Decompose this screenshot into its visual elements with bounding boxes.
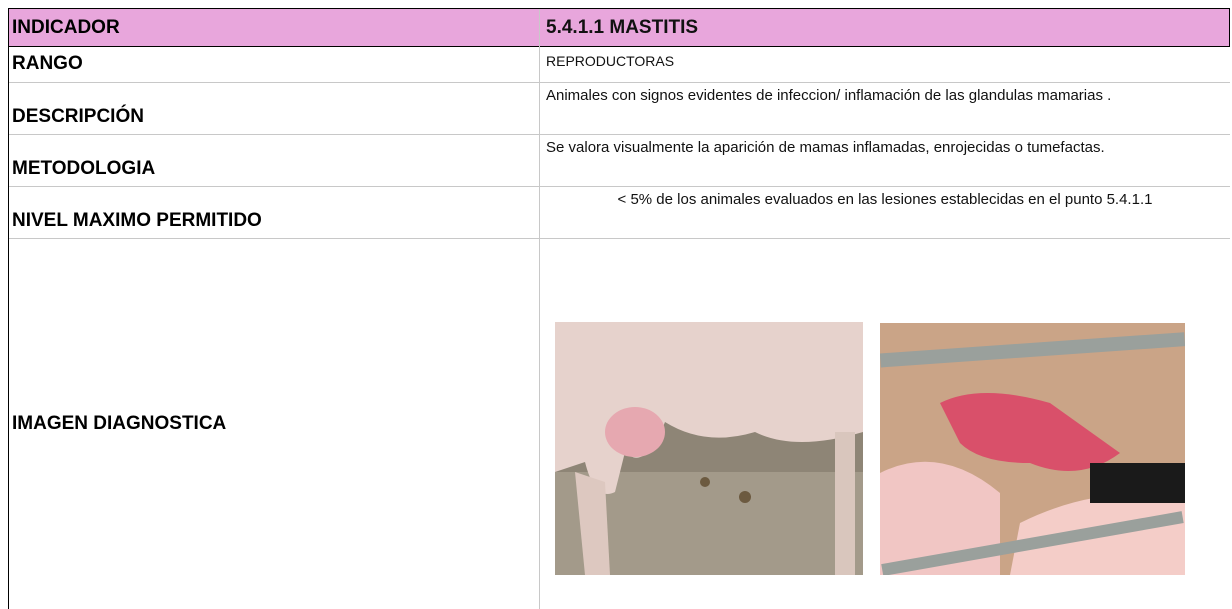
row: DESCRIPCIÓN Animales con signos evidente… xyxy=(8,83,1230,135)
row: NIVEL MAXIMO PERMITIDO < 5% de los anima… xyxy=(8,187,1230,239)
border xyxy=(8,8,9,609)
photo xyxy=(555,322,863,575)
row-label: DESCRIPCIÓN xyxy=(8,83,540,134)
header-row: INDICADOR 5.4.1.1 MASTITIS xyxy=(8,8,1230,47)
row: METODOLOGIA Se valora visualmente la apa… xyxy=(8,135,1230,187)
row: RANGO REPRODUCTORAS xyxy=(8,46,1230,83)
row-value: Animales con signos evidentes de infecci… xyxy=(546,87,1112,104)
row-label: NIVEL MAXIMO PERMITIDO xyxy=(8,187,540,238)
row-value: Se valora visualmente la aparición de ma… xyxy=(546,139,1105,156)
photo xyxy=(880,323,1185,575)
row-value: < 5% de los animales evaluados en las le… xyxy=(617,191,1153,208)
row-label: METODOLOGIA xyxy=(8,135,540,186)
row-label: IMAGEN DIAGNOSTICA xyxy=(8,239,540,609)
row-label: RANGO xyxy=(8,46,540,82)
header-label: INDICADOR xyxy=(8,9,540,46)
row-value: REPRODUCTORAS xyxy=(546,53,675,69)
row: IMAGEN DIAGNOSTICA xyxy=(8,239,1230,609)
border xyxy=(1229,8,1230,46)
header-value: 5.4.1.1 MASTITIS xyxy=(546,16,699,38)
